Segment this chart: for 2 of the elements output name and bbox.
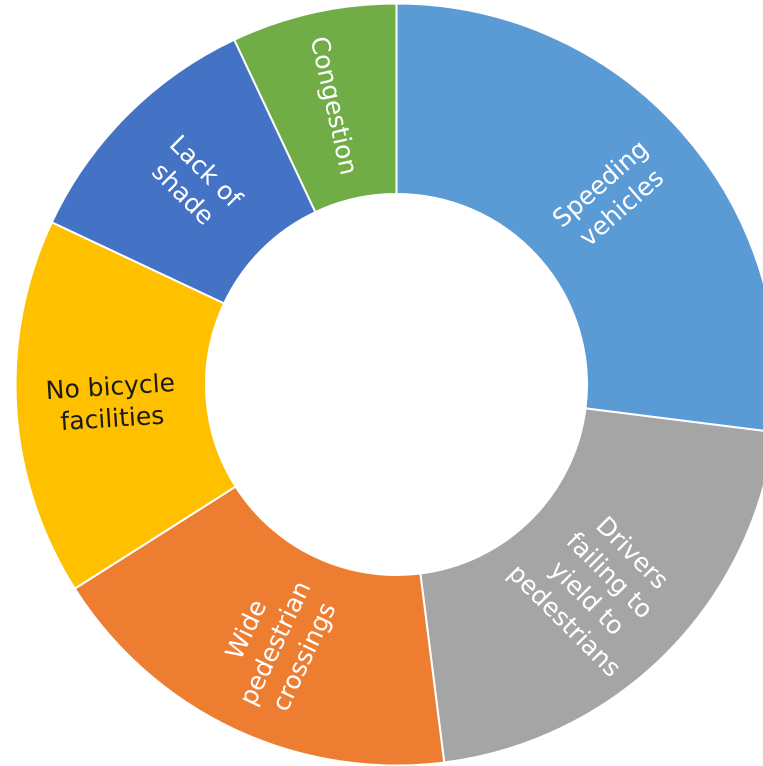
slice-label: No bicycle facilities (44, 368, 176, 436)
slice-label: Congestion (304, 34, 364, 178)
